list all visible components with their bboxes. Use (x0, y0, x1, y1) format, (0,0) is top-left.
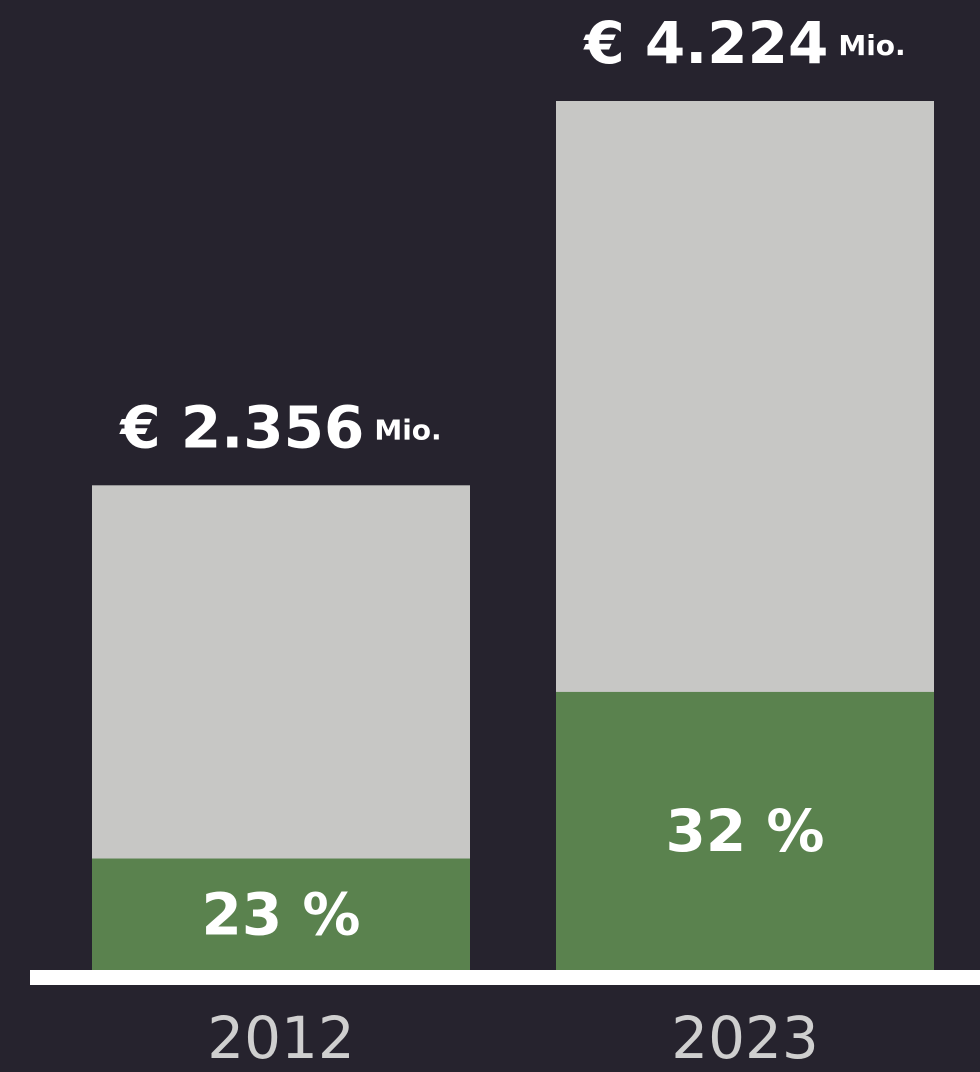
value-unit: Mio. (838, 29, 905, 62)
x-tick-label: 2023 (671, 1004, 819, 1072)
share-label: 32 % (665, 797, 824, 865)
value-label: € 2.356 Mio. (118, 393, 441, 461)
bar-share (92, 858, 470, 970)
value-amount: € 2.356 (118, 393, 364, 461)
value-unit: Mio. (374, 413, 441, 446)
value-amount: € 4.224 (582, 9, 828, 77)
baseline (30, 970, 980, 985)
x-tick-label: 2012 (207, 1004, 355, 1072)
bar-share (556, 691, 934, 970)
share-label: 23 % (201, 880, 360, 948)
value-label: € 4.224 Mio. (582, 9, 905, 77)
